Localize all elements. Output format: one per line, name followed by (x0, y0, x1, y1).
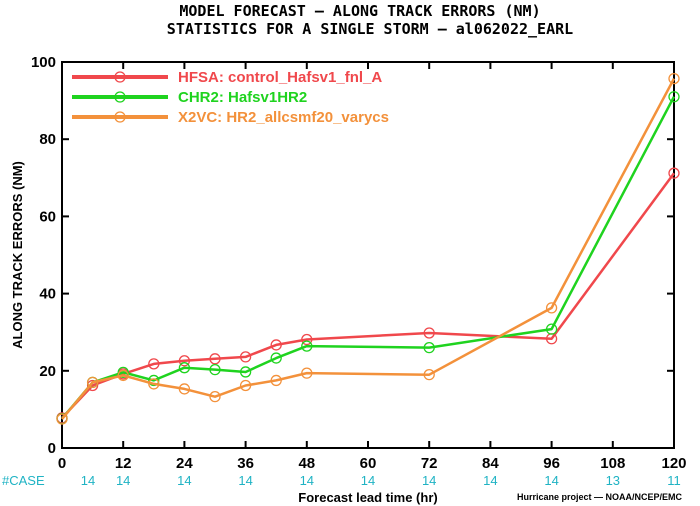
y-tick-label: 40 (39, 286, 56, 303)
legend: HFSA: control_Hafsv1_fnl_A CHR2: Hafsv1HR… (72, 69, 389, 126)
legend-marker (114, 111, 126, 123)
y-tick-label: 80 (39, 131, 56, 148)
case-count: 14 (422, 473, 436, 488)
legend-marker (114, 71, 126, 83)
x-tick-label: 12 (115, 455, 132, 472)
data-point (239, 379, 252, 392)
x-tick-label: 108 (600, 455, 625, 472)
data-point (148, 358, 160, 370)
legend-label: HFSA: control_Hafsv1_fnl_A (178, 69, 382, 86)
x-tick-label: 0 (58, 455, 66, 472)
data-point (270, 339, 282, 351)
data-point (117, 369, 129, 382)
data-point (423, 327, 435, 339)
case-count: 14 (238, 473, 252, 488)
case-label: #CASE (2, 473, 45, 488)
series-layer (56, 72, 680, 425)
y-tick-label: 0 (48, 440, 56, 457)
data-point (56, 413, 68, 425)
data-point (301, 333, 313, 346)
y-tick-label: 60 (39, 208, 56, 225)
credit-text: Hurricane project — NOAA/NCEP/EMC (517, 492, 683, 502)
data-point (86, 376, 99, 389)
series-line (61, 78, 676, 420)
data-point (209, 391, 221, 403)
chart-subtitle: STATISTICS FOR A SINGLE STORM — al062022… (167, 20, 573, 38)
y-axis-label: ALONG TRACK ERRORS (NM) (10, 161, 25, 349)
data-point (239, 366, 252, 378)
y-tick-label: 100 (31, 54, 56, 71)
x-tick-label: 36 (237, 455, 254, 472)
case-count: 14 (177, 473, 191, 488)
series-3 (56, 72, 680, 425)
case-count: 14 (483, 473, 497, 488)
data-point (270, 374, 282, 387)
case-counts: 14 14 14 14 14 14 14 14 14 13 11 (81, 473, 681, 488)
data-point (117, 366, 129, 378)
case-count: 14 (116, 473, 130, 488)
x-tick-label: 120 (661, 455, 686, 472)
data-point (209, 353, 221, 365)
x-axis: 0 12 24 36 48 60 72 84 96 108 120 (58, 62, 687, 472)
case-count: 13 (606, 473, 620, 488)
case-count: 14 (300, 473, 314, 488)
y-axis: 0 20 40 60 80 100 (31, 54, 674, 457)
x-tick-label: 96 (543, 455, 560, 472)
data-point (423, 369, 435, 381)
data-point (148, 378, 160, 390)
data-point (668, 91, 680, 103)
data-point (239, 351, 252, 363)
data-point (178, 362, 191, 374)
case-count: 14 (81, 473, 95, 488)
x-tick-label: 60 (360, 455, 377, 472)
case-count: 14 (361, 473, 375, 488)
x-tick-label: 48 (298, 455, 315, 472)
legend-item: X2VC: HR2_allcsmf20_varycs (72, 109, 389, 126)
data-point (423, 341, 435, 354)
legend-label: X2VC: HR2_allcsmf20_varycs (178, 109, 389, 126)
data-point (178, 383, 191, 395)
legend-marker (114, 91, 126, 103)
legend-item: CHR2: Hafsv1HR2 (72, 89, 307, 106)
data-point (668, 72, 680, 85)
legend-item: HFSA: control_Hafsv1_fnl_A (72, 69, 382, 86)
data-point (270, 352, 282, 364)
x-axis-label: Forecast lead time (hr) (298, 490, 437, 505)
data-point (301, 340, 313, 352)
x-tick-label: 24 (176, 455, 193, 472)
legend-label: CHR2: Hafsv1HR2 (178, 89, 307, 106)
series-line (61, 96, 676, 420)
data-point (668, 167, 680, 179)
data-point (209, 363, 221, 376)
data-point (148, 374, 160, 387)
data-point (178, 355, 191, 367)
y-tick-label: 20 (39, 363, 56, 380)
data-point (545, 323, 558, 335)
data-point (545, 302, 558, 314)
x-tick-label: 84 (482, 455, 499, 472)
case-count: 11 (667, 473, 681, 488)
chart-title: MODEL FORECAST — ALONG TRACK ERRORS (NM) (179, 2, 540, 20)
data-point (301, 367, 313, 379)
case-count: 14 (544, 473, 558, 488)
x-tick-label: 72 (421, 455, 438, 472)
data-point (86, 379, 99, 392)
